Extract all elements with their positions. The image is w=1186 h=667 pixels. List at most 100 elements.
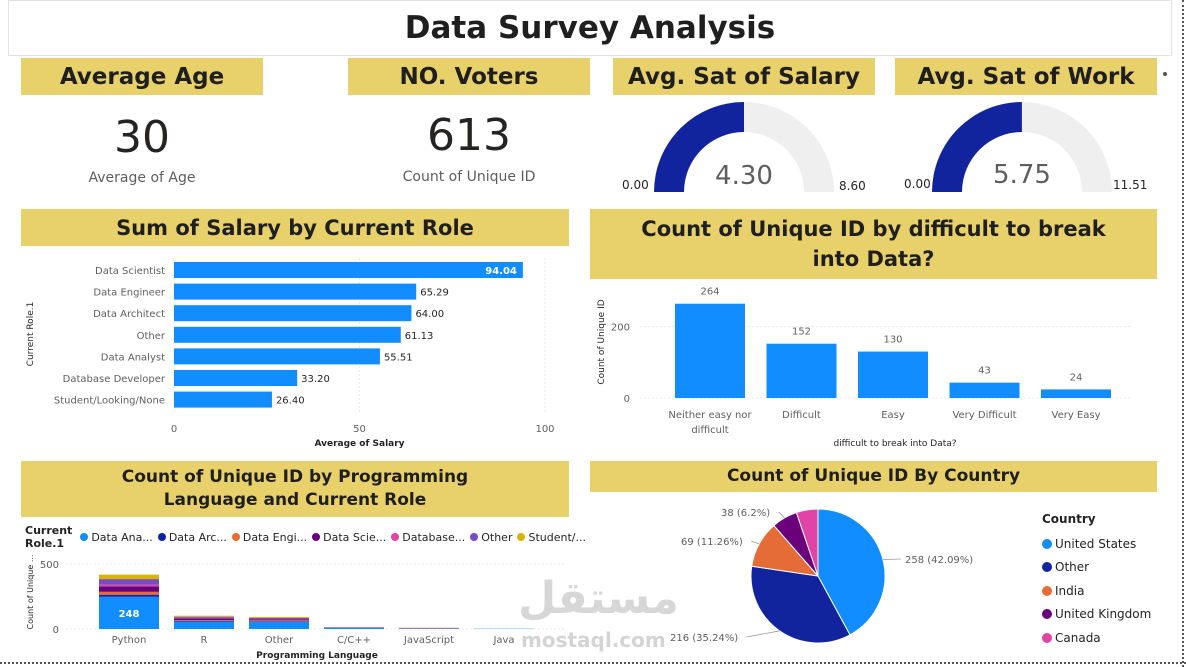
bar-segment [99, 596, 159, 629]
x-category-label: Java [492, 635, 514, 646]
bar-segment [249, 620, 309, 622]
legend-item[interactable]: Data Scie... [312, 531, 386, 544]
kpi-average-age-sub: Average of Age [88, 170, 196, 186]
bar-segment [99, 584, 159, 587]
bar-segment [249, 619, 309, 621]
gauge-min: 0.00 [904, 177, 931, 191]
legend-title: Current Role.1 [25, 524, 73, 550]
gauge-fill [932, 102, 1022, 192]
country-chart-title: Count of Unique ID By Country [590, 461, 1157, 492]
salary-bar-chart: 0 50 100 Data Scientist 94.04 Data Engineer 65… [26, 258, 555, 449]
x-category-label: Very Easy [1052, 410, 1101, 421]
kpi-voters-title: NO. Voters [348, 58, 590, 95]
legend-color-dot [157, 533, 166, 541]
legend-item[interactable]: Data Ana... [80, 531, 153, 544]
bar [174, 283, 417, 300]
x-category-label: Neither easy nor difficult [668, 410, 752, 436]
bar-segment [174, 618, 234, 621]
data-label: 248 [119, 609, 140, 620]
legend-label: Student/... [528, 530, 586, 544]
bar-segment [249, 616, 309, 618]
data-label: 33.20 [301, 374, 330, 385]
x-category-label: Python [112, 635, 147, 646]
bar-segment [249, 618, 309, 620]
legend-color-dot [1042, 632, 1052, 643]
data-label: 130 [883, 335, 902, 346]
y-tick-label: 0 [53, 625, 59, 636]
data-label: 94.04 [485, 266, 517, 277]
bar-segment [174, 616, 234, 618]
gauge-value: 5.75 [993, 160, 1051, 190]
bar-segment [99, 591, 159, 595]
bar [766, 343, 837, 398]
legend-item[interactable]: Database... [391, 531, 465, 544]
bar-segment [249, 621, 309, 629]
x-tick-label: 100 [535, 424, 554, 435]
y-category-label: Database Developer [63, 374, 166, 385]
bar [174, 348, 380, 365]
kpi-average-age-value: 30 [114, 112, 170, 163]
legend-item[interactable]: India [1042, 579, 1172, 603]
legend-label: India [1055, 583, 1085, 598]
bar-segment [249, 617, 309, 619]
legend-color-dot [1042, 585, 1052, 596]
bar-segment [99, 594, 159, 597]
legend-label: Data Scie... [323, 530, 387, 544]
gauge-fill [654, 102, 744, 192]
legend-item[interactable]: Student/... [517, 531, 586, 544]
legend-item[interactable]: Other [470, 531, 512, 544]
data-label: 216 (35.24%) [670, 633, 738, 644]
gauge-sat-work: 5.75 0.00 11.51 [904, 102, 1147, 192]
frame-bottom-border [0, 662, 1186, 664]
legend-color-dot [470, 533, 479, 541]
language-stacked-chart: 0 500 Python R Other C/C++ JavaScript Java 248 Pr… [26, 555, 566, 661]
x-category-label: C/C++ [337, 635, 371, 646]
bar-segment [99, 574, 159, 580]
legend-label: United States [1055, 536, 1137, 551]
bar-segment [174, 620, 234, 621]
frame-right-border [1182, 0, 1184, 667]
leader-line [746, 630, 780, 638]
kpi-sat-work-title: Avg. Sat of Work [895, 58, 1157, 95]
legend-color-dot [1042, 609, 1052, 620]
gauge-sat-salary: 4.30 0.00 8.60 [622, 102, 866, 193]
difficulty-chart-title: Count of Unique ID by difficult to break… [590, 209, 1157, 279]
bar [174, 391, 272, 408]
bar [675, 303, 745, 398]
data-label: 64.00 [415, 309, 444, 320]
legend-item[interactable]: Data Arc... [157, 531, 227, 544]
dashboard-header: Data Survey Analysis [8, 0, 1172, 56]
legend-color-dot [80, 533, 89, 541]
x-category-label: Easy [881, 410, 905, 421]
y-tick-label: 500 [40, 560, 59, 571]
legend-item[interactable]: Other [1042, 556, 1172, 580]
pie-slice [795, 508, 819, 577]
bar [174, 262, 523, 278]
watermark-latin: mostaql.com [521, 628, 666, 652]
legend-color-dot [1042, 562, 1052, 573]
leader-line [751, 540, 760, 545]
legend-item[interactable]: Canada [1042, 626, 1172, 650]
language-legend: Current Role.1 Data Ana... Data Arc... Dat… [25, 524, 586, 550]
difficulty-bar-chart: 0 200 264 Neither easy nor difficult 152 Diffi… [597, 287, 1130, 449]
bar-segment [174, 620, 234, 622]
legend-item[interactable]: United States [1042, 532, 1172, 556]
gauge-min: 0.00 [622, 178, 649, 192]
y-tick-label: 200 [611, 323, 630, 334]
watermark-arabic: مستقل [518, 573, 679, 624]
more-options-dot[interactable] [1163, 72, 1167, 76]
gauge-value: 4.30 [715, 161, 773, 191]
legend-label: United Kingdom [1055, 607, 1152, 622]
legend-color-dot [517, 533, 526, 541]
legend-color-dot [231, 533, 240, 541]
data-label: 55.51 [384, 352, 413, 363]
page-title: Data Survey Analysis [404, 10, 776, 46]
kpi-average-age-title: Average Age [21, 58, 263, 95]
bar [858, 351, 928, 398]
x-category-label: R [201, 635, 208, 646]
legend-item[interactable]: United Kingdom [1042, 603, 1172, 627]
country-pie-chart: 258 (42.09%) 216 (35.24%) 69 (11.26%) 38 (6… [670, 508, 973, 644]
data-label: 61.13 [405, 331, 434, 342]
x-axis-title: Average of Salary [314, 439, 404, 449]
legend-item[interactable]: Data Engi... [231, 531, 307, 544]
